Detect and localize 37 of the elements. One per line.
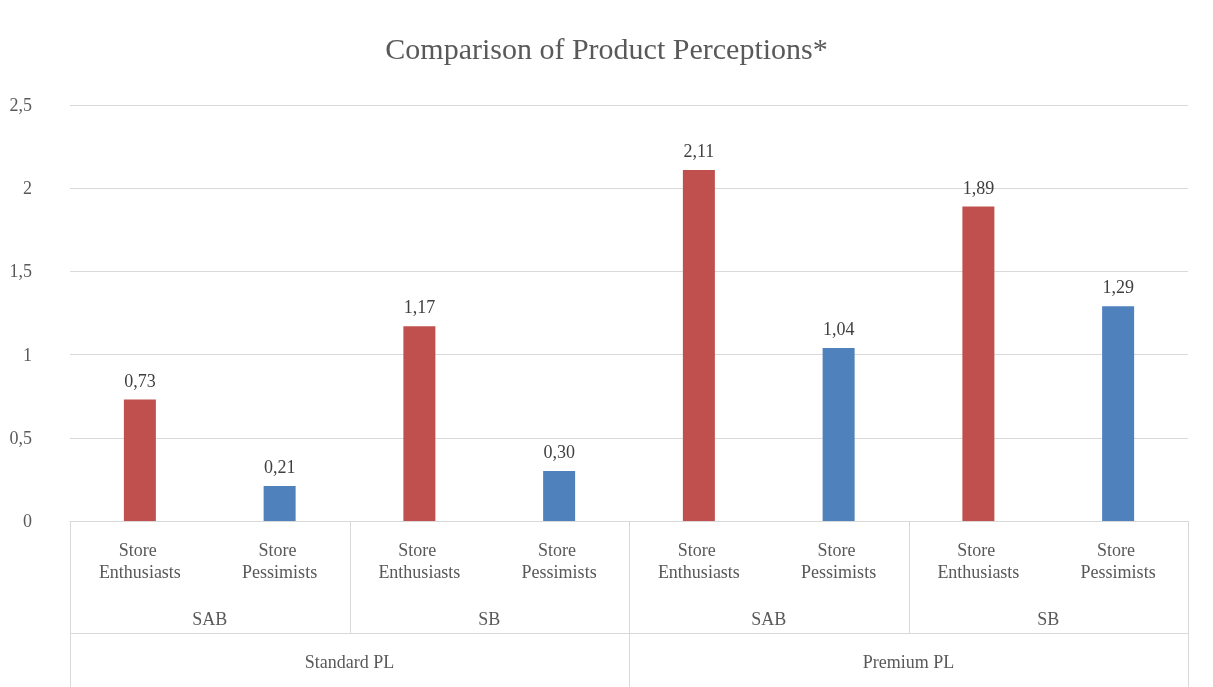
data-label: 0,21 (263, 457, 296, 478)
x-tick-label: Store Enthusiasts (937, 540, 1020, 582)
x-tick-label: Store Enthusiasts (657, 540, 740, 582)
bar (123, 399, 156, 521)
bar (403, 326, 436, 521)
bar (822, 347, 855, 521)
y-tick-label: 1,5 (9, 261, 32, 282)
data-label: 2,11 (683, 140, 715, 161)
data-label: 1,29 (1102, 277, 1134, 298)
data-label: 1,89 (962, 177, 995, 198)
x-tick-label: Store Pessimists (521, 540, 597, 582)
text: SAB (192, 609, 228, 629)
text: Premium PL (862, 652, 955, 672)
data-label: 1,17 (403, 297, 436, 318)
y-tick-label: 2 (23, 178, 32, 199)
x-tick-label: Store Enthusiasts (98, 540, 181, 582)
text: SAB (751, 609, 787, 629)
bar (543, 471, 576, 521)
y-tick-label: 0,5 (9, 427, 32, 448)
y-tick-label: 1 (23, 344, 32, 365)
text: SB (478, 609, 501, 629)
chart-title: Comparison of Product Perceptions* (385, 31, 828, 65)
x-tick-label: Store Pessimists (1080, 540, 1156, 582)
bar (1102, 306, 1135, 521)
x-tick-label: Store Pessimists (801, 540, 877, 582)
data-label: 0,73 (124, 370, 156, 391)
bar (682, 169, 715, 521)
y-tick-label: 0 (23, 511, 32, 531)
y-tick-label: 2,5 (9, 95, 32, 115)
x-tick-label: Store Enthusiasts (378, 540, 461, 582)
bar (962, 206, 995, 521)
data-label: 0,30 (543, 442, 575, 463)
bar (263, 486, 296, 521)
data-label: 1,04 (822, 318, 855, 339)
x-tick-label: Store Pessimists (242, 540, 318, 582)
text: Standard PL (304, 652, 395, 672)
text: SB (1037, 609, 1060, 629)
